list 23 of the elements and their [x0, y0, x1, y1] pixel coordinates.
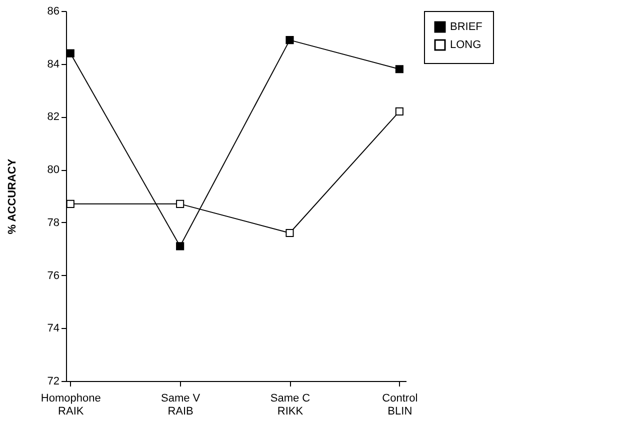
x-tick-label: Same C RIKK: [270, 392, 310, 418]
y-tick-label: 84: [47, 58, 60, 70]
point: [66, 49, 74, 58]
x-tick-label: Control BLIN: [382, 392, 418, 418]
point: [66, 200, 74, 208]
y-axis-title: % ACCURACY: [6, 158, 18, 234]
point: [395, 65, 404, 74]
y-tick-label: 80: [47, 164, 60, 176]
y-tick-label: 86: [47, 6, 60, 18]
y-tick-label: 72: [47, 376, 60, 388]
point: [286, 228, 294, 238]
point: [286, 36, 294, 44]
y-tick-label: 78: [47, 216, 60, 229]
point: [176, 200, 184, 208]
y-tick-label: 76: [47, 270, 60, 282]
x-tick-label: Same V RAIB: [160, 392, 201, 418]
legend-label: LONG: [450, 39, 482, 51]
legend-label: BRIEF: [450, 21, 483, 33]
point: [395, 107, 404, 116]
y-tick-label: 74: [47, 322, 60, 335]
x-tick-label: Homophone RAIK: [40, 392, 101, 418]
y-tick-label: 82: [47, 111, 60, 124]
point: [176, 242, 184, 250]
